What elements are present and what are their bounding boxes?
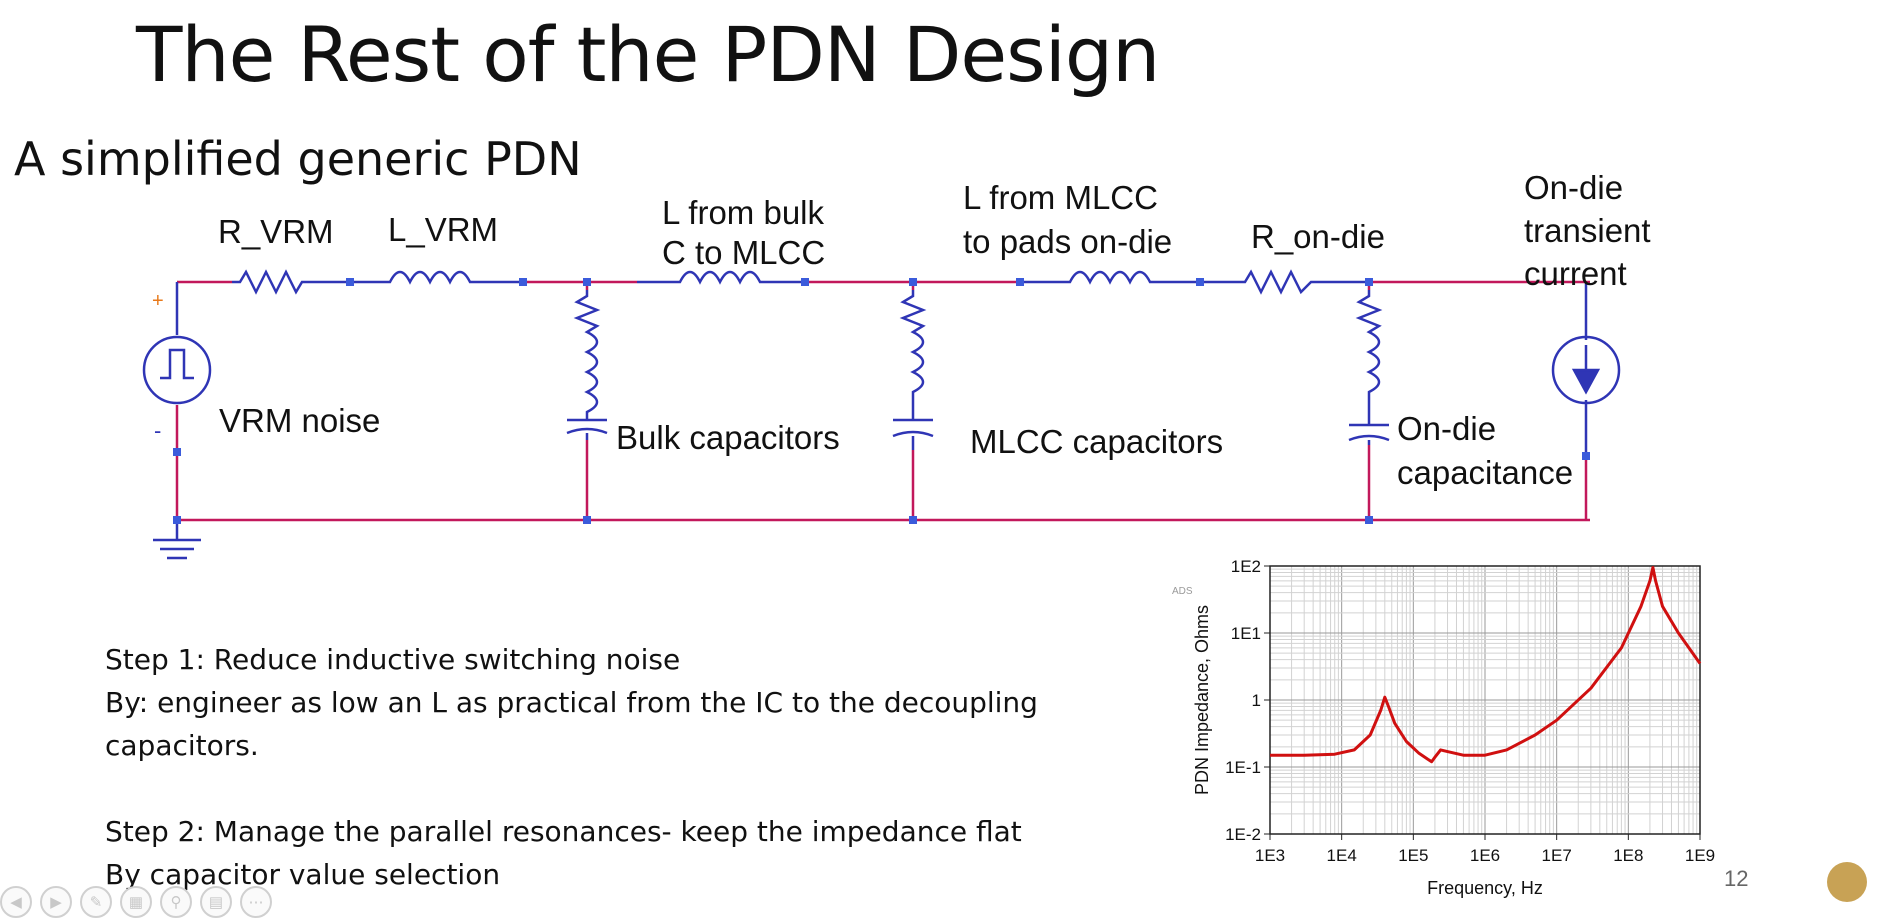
- x-tick-label: 1E3: [1255, 846, 1285, 865]
- step1-line2: By: engineer as low an L as practical fr…: [105, 686, 1038, 719]
- zoom-icon[interactable]: ⚲: [160, 886, 192, 918]
- y-tick-label: 1E-2: [1225, 825, 1261, 844]
- label-r-vrm: R_VRM: [218, 213, 334, 250]
- label-l-bulk-line2: C to MLCC: [662, 234, 826, 271]
- step1-line1: Step 1: Reduce inductive switching noise: [105, 643, 681, 676]
- step2-line1: Step 2: Manage the parallel resonances- …: [105, 815, 1022, 848]
- x-tick-label: 1E5: [1398, 846, 1428, 865]
- ondie-branch: [1355, 290, 1383, 425]
- y-axis-label: PDN Impedance, Ohms: [1192, 605, 1212, 795]
- mlcc-branch: [899, 290, 927, 420]
- x-tick-label: 1E8: [1613, 846, 1643, 865]
- impedance-series-line: [1270, 566, 1702, 764]
- label-ondie-cap-line2: capacitance: [1397, 454, 1574, 491]
- junction-nodes: [173, 278, 1590, 524]
- step2-line2: By capacitor value selection: [105, 858, 501, 891]
- label-bulk-caps: Bulk capacitors: [616, 419, 840, 456]
- pen-icon[interactable]: ✎: [80, 886, 112, 918]
- label-l-mlcc-line2: to pads on-die: [963, 223, 1173, 260]
- ground-symbol: [153, 520, 201, 560]
- x-tick-label: 1E6: [1470, 846, 1500, 865]
- x-axis-label: Frequency, Hz: [1427, 878, 1543, 898]
- step1-line3: capacitors.: [105, 729, 259, 762]
- vrm-source: [142, 335, 212, 405]
- bulk-branch: [573, 290, 601, 420]
- slides-icon[interactable]: ▦: [120, 886, 152, 918]
- r-vrm-resistor: [232, 269, 350, 295]
- chart-watermark: ADS: [1172, 586, 1193, 597]
- slide-subtitle: A simplified generic PDN: [14, 132, 582, 186]
- l-bulk-mlcc-inductor: [637, 270, 805, 285]
- more-icon[interactable]: ⋯: [240, 886, 272, 918]
- x-tick-label: 1E9: [1685, 846, 1715, 865]
- slide-toolbar: ◀ ▶ ✎ ▦ ⚲ ▤ ⋯: [0, 886, 272, 920]
- r-ondie-resistor: [1200, 269, 1369, 295]
- x-tick-label: 1E4: [1327, 846, 1357, 865]
- y-tick-label: 1E-1: [1225, 758, 1261, 777]
- impedance-chart: 1E3 1E4 1E5 1E6 1E7 1E8 1E9 1E-2 1E-1 1 1E1 1E2 Freq…: [1172, 557, 1715, 898]
- label-mlcc-caps: MLCC capacitors: [970, 423, 1224, 460]
- label-transient-line1: On-die: [1524, 169, 1624, 206]
- current-source: [1551, 335, 1621, 405]
- logo-icon: [1827, 862, 1867, 902]
- y-tick-label: 1: [1252, 691, 1261, 710]
- label-plus: +: [152, 290, 164, 312]
- label-minus: -: [154, 418, 162, 443]
- next-icon[interactable]: ▶: [40, 886, 72, 918]
- y-tick-label: 1E1: [1231, 624, 1261, 643]
- slide-title: The Rest of the PDN Design: [136, 10, 1160, 99]
- subtitles-icon[interactable]: ▤: [200, 886, 232, 918]
- label-ondie-cap-line1: On-die: [1397, 410, 1497, 447]
- label-transient-line2: transient: [1524, 212, 1651, 249]
- prev-icon[interactable]: ◀: [0, 886, 32, 918]
- l-vrm-inductor: [350, 270, 523, 285]
- label-vrm-noise: VRM noise: [219, 402, 381, 439]
- label-l-vrm: L_VRM: [388, 211, 499, 248]
- label-transient-line3: current: [1524, 255, 1627, 292]
- l-mlcc-die-inductor: [1020, 270, 1200, 285]
- label-l-mlcc-line1: L from MLCC: [963, 179, 1158, 216]
- y-tick-label: 1E2: [1231, 557, 1261, 576]
- page-number: 12: [1724, 866, 1749, 891]
- steps-text: Step 1: Reduce inductive switching noise…: [105, 638, 1038, 896]
- x-tick-label: 1E7: [1542, 846, 1572, 865]
- label-r-ondie: R_on-die: [1251, 218, 1385, 255]
- label-l-bulk-line1: L from bulk: [662, 194, 825, 231]
